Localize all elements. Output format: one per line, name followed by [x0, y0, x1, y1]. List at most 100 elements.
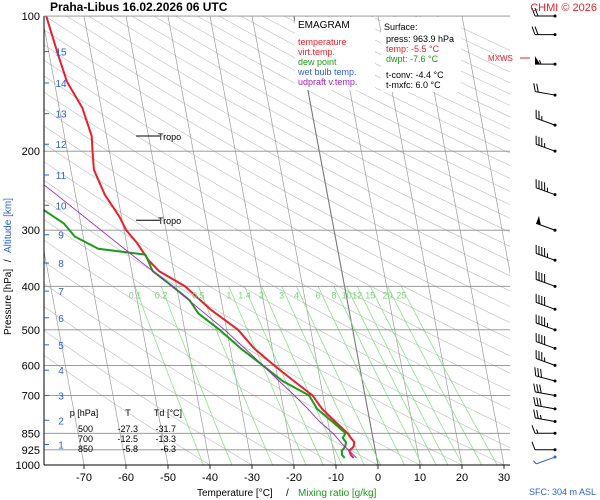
mixing-ratio-label: 2 [259, 290, 264, 300]
table-cell: -31.7 [155, 424, 176, 434]
wind-barb [531, 26, 557, 37]
wind-barb-base [553, 93, 557, 97]
wind-barb-base [553, 328, 557, 332]
table-cell: -13.3 [155, 434, 176, 444]
wind-barb-half-flag [533, 460, 537, 465]
altitude-tick-label: 11 [56, 171, 67, 182]
x-tick-label: -60 [118, 472, 134, 484]
wind-barb [535, 314, 557, 332]
table-cell: 700 [78, 434, 93, 444]
legend-item-wet-bulb: wet bulb temp. [297, 67, 357, 77]
x-tick-label: -10 [328, 472, 344, 484]
dry-adiabat-line [44, 59, 510, 323]
x-tick-label: 0 [375, 472, 381, 484]
wind-barb-flag [533, 383, 536, 393]
y-tick-label: 200 [22, 146, 40, 158]
isotherm-line [167, 16, 253, 465]
wind-barb-base [553, 33, 557, 37]
mixing-ratio-label: 15 [365, 290, 375, 300]
y-axis-label-altitude: Altitude [km] [3, 198, 14, 253]
wind-barb-half-flag [539, 59, 542, 65]
mixing-ratio-label: 10 [342, 290, 352, 300]
wind-barb-staff [536, 117, 556, 126]
wind-barb-staff [536, 358, 556, 366]
wind-barb-base [553, 193, 557, 197]
wind-barb [535, 56, 557, 66]
wind-barb-staff [536, 143, 556, 152]
frame-layer [43, 15, 510, 466]
wind-barb-base [553, 407, 557, 411]
legend-title: EMAGRAM [298, 20, 350, 31]
wind-barb-base [553, 258, 557, 262]
dry-adiabat-line [44, 75, 510, 340]
mixing-ratio-line [244, 286, 324, 465]
isotherm-line [83, 16, 169, 465]
legend-item-dew-point: dew point [298, 57, 337, 67]
wind-barb-base [553, 455, 557, 459]
altitude-tick-label: 14 [55, 79, 67, 90]
mixing-ratio-label: 6 [316, 290, 321, 300]
table-cell: 850 [78, 444, 93, 454]
wind-barb-half-flag [539, 414, 542, 420]
wind-barb [533, 383, 557, 397]
table-cell: 500 [78, 424, 93, 434]
altitude-tick-label: 1 [58, 440, 64, 451]
x-axis-label-mixing: Mixing ratio [g/kg] [298, 488, 377, 499]
wind-barb [533, 409, 557, 423]
mixing-ratio-label: 0.1 [129, 290, 142, 300]
wind-barb-base [553, 123, 557, 127]
y-tick-label: 100 [22, 11, 40, 23]
x-tick-label: 30 [498, 472, 510, 484]
wind-barb-base [553, 448, 557, 452]
isotherm-line [461, 16, 510, 275]
y-axis-separator: / [3, 259, 14, 262]
chart-title: Praha-Libus 16.02.2026 06 UTC [50, 0, 228, 14]
legend-item-virt-temp: virt.temp. [298, 47, 335, 57]
wind-barb-flag [536, 397, 539, 407]
wind-barb [535, 270, 557, 288]
y-tick-label: 700 [22, 390, 40, 402]
isotherm-line [251, 16, 337, 465]
y-tick-label: 500 [22, 325, 40, 337]
wind-barb-staff [536, 252, 556, 261]
wind-barb-base [553, 419, 557, 423]
isotherm-line [209, 16, 295, 465]
isotherm-line [335, 16, 421, 465]
altitude-tick-label: 2 [58, 416, 64, 427]
dry-adiabat-line [44, 161, 510, 429]
wind-barb-flag [539, 397, 542, 407]
wind-barb [531, 441, 557, 452]
altitude-tick-label: 10 [55, 201, 67, 212]
dry-adiabat-line [44, 91, 510, 357]
wind-barb-staff [535, 91, 556, 96]
x-tick-label: -50 [160, 472, 176, 484]
table-cell: -12.5 [117, 434, 138, 444]
wind-barb [535, 135, 557, 153]
wind-barb-base [553, 14, 557, 18]
wind-barb [536, 215, 557, 232]
mixing-ratio-label: 3 [279, 290, 284, 300]
wind-barb-staff [536, 322, 556, 331]
tropopause-label: Tropo [158, 132, 181, 142]
wind-barb-staff [536, 187, 556, 196]
mixing-ratio-line [333, 286, 423, 465]
x-tick-label: 10 [414, 472, 426, 484]
series-line-udpraft-v-temp- [44, 184, 357, 459]
surface-t-conv: t-conv: -4.4 °C [386, 70, 444, 80]
y-tick-label: 300 [22, 225, 40, 237]
dry-adiabat-line [66, 16, 510, 262]
surface-elevation-label: SFC: 304 m ASL [529, 487, 596, 497]
mixing-ratio-label: 4 [294, 290, 299, 300]
x-tick-label: -20 [286, 472, 302, 484]
altitude-tick-label: 15 [55, 48, 67, 59]
x-tick-label: -70 [76, 472, 92, 484]
wind-barb [535, 333, 557, 350]
y-axis-label: Pressure [hPa] [3, 269, 14, 335]
copyright-credit: CHMI © 2026 [530, 2, 597, 14]
wind-barb-flag [533, 83, 536, 92]
isotherm-line [293, 16, 379, 465]
wind-barb-base [553, 228, 557, 232]
wind-barb-flag [531, 26, 536, 35]
y-tick-label: 850 [22, 428, 40, 440]
wind-barb-flag [534, 367, 537, 376]
